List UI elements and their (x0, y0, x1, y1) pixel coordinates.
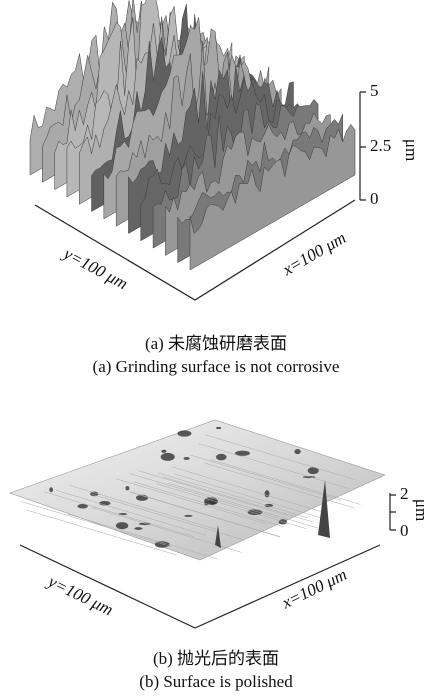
page: 5 2.5 0 μm y=100 μm x=100 μm (a) 未腐蚀研磨表面… (0, 0, 432, 696)
pit (90, 492, 98, 497)
vertical-axis (390, 493, 396, 530)
caption-en: (b) Surface is polished (139, 672, 293, 691)
axis-unit: μm (412, 499, 431, 521)
caption-en: (a) Grinding surface is not corrosive (93, 357, 340, 376)
pit (184, 515, 193, 517)
pit (265, 490, 270, 497)
tick-label: 0 (400, 521, 409, 540)
pit (216, 427, 221, 429)
caption-cn: (a) 未腐蚀研磨表面 (145, 334, 287, 353)
tick-label: 2 (400, 484, 409, 503)
pit (116, 522, 128, 529)
tick-label: 0 (370, 189, 379, 208)
pit (77, 504, 87, 509)
pit (49, 487, 53, 492)
pit (161, 453, 175, 461)
tick-label: 5 (370, 81, 379, 100)
vertical-axis (360, 92, 366, 200)
pit (294, 449, 300, 454)
pit (216, 454, 226, 461)
figure: 5 2.5 0 μm y=100 μm x=100 μm (a) 未腐蚀研磨表面… (0, 0, 432, 696)
pit (134, 527, 142, 530)
caption-cn: (b) 抛光后的表面 (153, 649, 279, 668)
y-axis-label: y=100 μm (43, 571, 116, 619)
pit (161, 450, 166, 453)
tick-label: 2.5 (370, 136, 391, 155)
y-axis-label: y=100 μm (59, 243, 131, 293)
pit (248, 509, 263, 515)
x-axis-label: x=100 μm (278, 565, 350, 613)
pit (183, 457, 189, 460)
x-axis-label: x=100 μm (278, 228, 349, 280)
rough-surface (30, 0, 355, 270)
pit (125, 486, 129, 490)
pit (118, 513, 127, 515)
pit (177, 430, 191, 436)
axis-unit: μm (402, 139, 421, 161)
